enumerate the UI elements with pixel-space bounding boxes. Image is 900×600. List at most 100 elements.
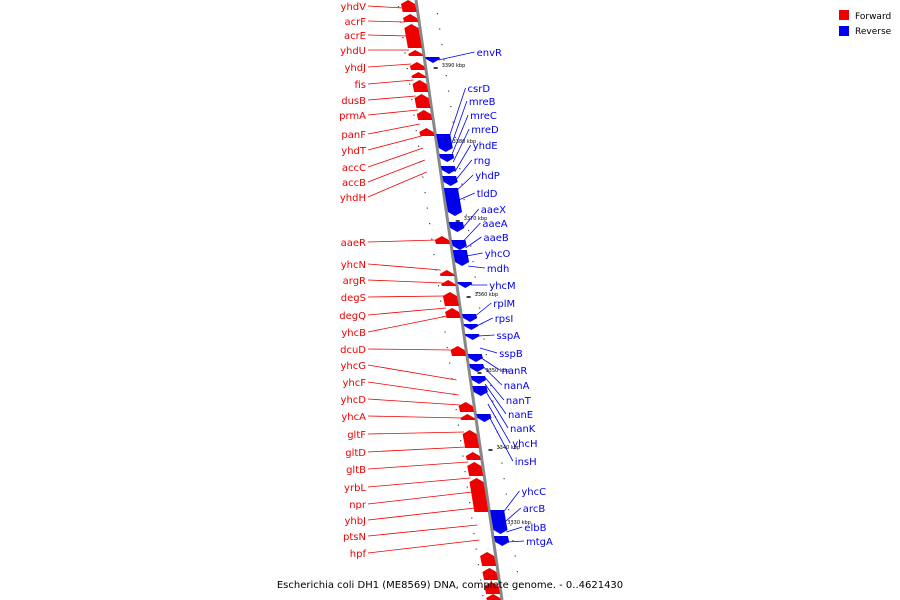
genome-backbone bbox=[414, 0, 504, 600]
reverse-gene-label-yhch: yhcH bbox=[512, 439, 537, 450]
forward-leader-yhca bbox=[367, 415, 462, 419]
reverse-gene bbox=[472, 386, 488, 396]
forward-leader-fis bbox=[367, 79, 414, 85]
gene-labels: yhdV acrF acrE yhdU yhdJ fis dusB prmA panF yhdT a… bbox=[339, 2, 553, 560]
reverse-gene-label-rng: rng bbox=[474, 156, 491, 167]
forward-gene-label-acrf: acrF bbox=[345, 17, 367, 28]
tick-dot bbox=[490, 385, 492, 387]
reverse-leader-yhde bbox=[454, 144, 472, 173]
reverse-leader-csrd bbox=[449, 87, 466, 137]
forward-gene bbox=[439, 270, 455, 276]
reverse-gene bbox=[451, 240, 467, 250]
tick-dot bbox=[501, 462, 503, 464]
forward-gene bbox=[416, 110, 433, 120]
legend-swatch-forward bbox=[839, 10, 849, 20]
kbp-label: 3340 kbp bbox=[497, 445, 521, 451]
kbp-label: 3350 kbp bbox=[486, 368, 510, 374]
forward-leader-yrbl bbox=[367, 477, 471, 488]
reverse-gene-label-yhcm: yhcM bbox=[489, 281, 515, 292]
forward-leader-argr bbox=[367, 279, 443, 284]
gene-shapes bbox=[401, 0, 510, 600]
forward-gene-label-npr: npr bbox=[349, 500, 367, 511]
reverse-gene-label-aaex: aaeX bbox=[481, 205, 506, 216]
tick-dot bbox=[485, 354, 487, 356]
forward-gene bbox=[401, 0, 417, 12]
forward-gene-label-gltf: gltF bbox=[347, 430, 366, 441]
reverse-gene-label-nanr: nanR bbox=[502, 366, 528, 377]
tick-marks: 3390 kbp 3380 kbp 3370 kbp 3360 kbp 3350 kbp… bbox=[397, 6, 531, 597]
tick-dot bbox=[417, 145, 420, 147]
forward-leader-yhcn bbox=[367, 263, 441, 271]
forward-leader-degs bbox=[367, 295, 445, 298]
tick-dot bbox=[443, 59, 445, 61]
forward-gene-label-gltd: gltD bbox=[345, 448, 366, 459]
forward-gene bbox=[465, 452, 481, 460]
reverse-gene-label-nant: nanT bbox=[506, 396, 532, 407]
forward-gene bbox=[442, 292, 459, 306]
forward-leader-gltb bbox=[367, 461, 469, 470]
tick-dot bbox=[422, 176, 424, 178]
tick-dot bbox=[469, 502, 471, 504]
forward-gene bbox=[484, 582, 501, 594]
legend-label-reverse: Reverse bbox=[855, 27, 892, 37]
legend: Forward Reverse bbox=[839, 10, 892, 37]
tick-dot bbox=[436, 13, 439, 15]
forward-gene bbox=[467, 462, 484, 476]
forward-leader-yhcf bbox=[367, 381, 459, 396]
reverse-leader-sspa bbox=[478, 334, 495, 337]
tick-dot bbox=[479, 307, 481, 309]
forward-gene-label-yhdh: yhdH bbox=[340, 193, 366, 204]
map-caption: Escherichia coli DH1 (ME8569) DNA, compl… bbox=[277, 580, 623, 591]
tick-dot bbox=[429, 223, 431, 225]
forward-gene-label-degs: degS bbox=[341, 293, 366, 304]
reverse-gene-label-yhco: yhcO bbox=[485, 249, 511, 260]
tick-dot bbox=[477, 564, 479, 566]
reverse-gene bbox=[457, 282, 473, 288]
reverse-gene bbox=[469, 364, 485, 372]
forward-gene bbox=[411, 72, 427, 78]
forward-leader-acrf bbox=[367, 20, 406, 23]
reverse-leader-nana bbox=[482, 365, 503, 386]
reverse-leader-tldd bbox=[458, 192, 475, 201]
reverse-gene bbox=[490, 510, 508, 534]
forward-gene bbox=[445, 308, 461, 318]
forward-gene-label-yhdu: yhdU bbox=[340, 46, 366, 57]
forward-gene bbox=[409, 62, 425, 70]
forward-leader-yhcb bbox=[367, 315, 448, 333]
tick-dot bbox=[415, 130, 417, 132]
forward-gene-label-yhcd: yhcD bbox=[341, 395, 367, 406]
reverse-leader-yhdp bbox=[456, 174, 474, 191]
forward-leader-aaer bbox=[367, 239, 437, 243]
reverse-leader-insh bbox=[489, 417, 514, 462]
tick-dot bbox=[451, 378, 453, 380]
tick-dot bbox=[445, 75, 447, 77]
reverse-gene bbox=[440, 166, 456, 174]
tick-dot bbox=[482, 595, 484, 597]
forward-leader-yhdv bbox=[367, 5, 404, 9]
reverse-gene bbox=[452, 250, 470, 266]
tick-dot bbox=[505, 493, 507, 495]
forward-gene-label-acre: acrE bbox=[344, 31, 366, 42]
forward-gene-label-gltb: gltB bbox=[346, 465, 366, 476]
reverse-leader-elbb bbox=[506, 526, 523, 533]
kbp-label: 3390 kbp bbox=[442, 63, 466, 69]
tick-dot bbox=[480, 579, 482, 581]
reverse-leader-envr bbox=[438, 51, 475, 61]
tick-dot bbox=[431, 238, 433, 240]
reverse-gene-label-nana: nanA bbox=[504, 381, 530, 392]
reverse-gene bbox=[439, 154, 455, 162]
genome-axis bbox=[414, 0, 504, 600]
reverse-gene-label-mred: mreD bbox=[471, 125, 499, 136]
forward-gene-label-yhdv: yhdV bbox=[341, 2, 367, 13]
forward-leader-dusb bbox=[367, 95, 416, 101]
tick-dot bbox=[463, 199, 465, 201]
forward-leader-accb bbox=[367, 159, 426, 183]
forward-gene-label-prma: prmA bbox=[339, 111, 366, 122]
tick-dot bbox=[406, 68, 408, 70]
tick-dot bbox=[426, 207, 428, 209]
tick-dot bbox=[402, 37, 404, 39]
reverse-gene bbox=[493, 536, 510, 546]
reverse-leader-arcb bbox=[504, 507, 522, 523]
tick-dot bbox=[466, 486, 468, 488]
